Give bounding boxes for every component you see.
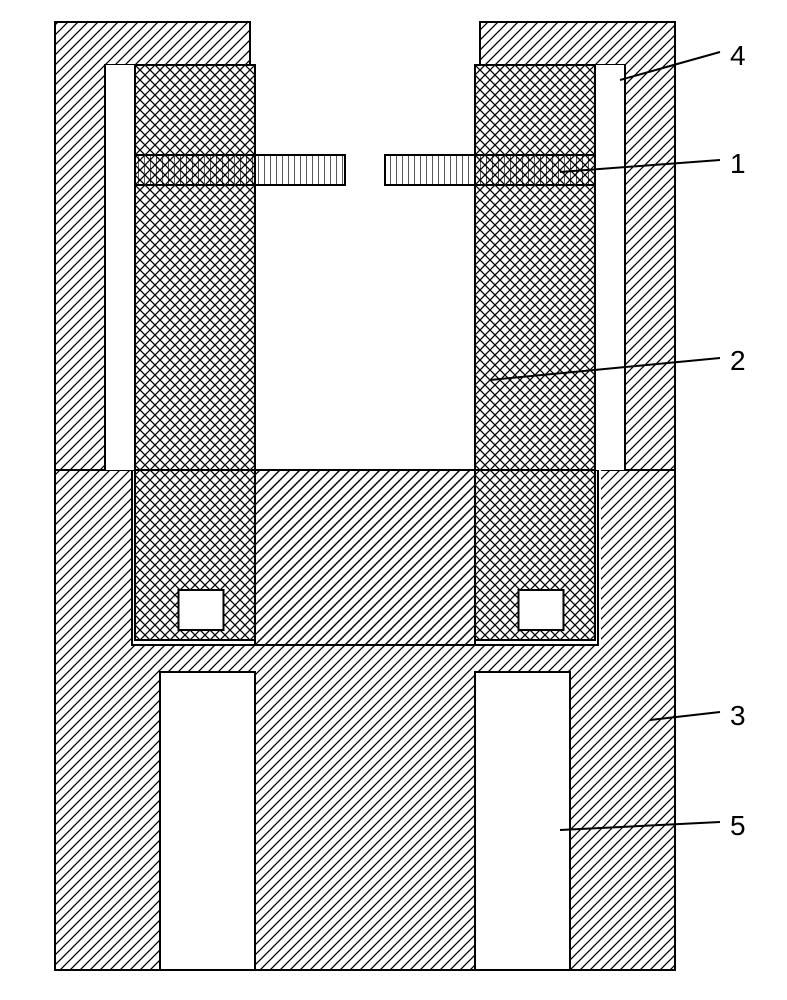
cap-gap-r	[595, 65, 625, 470]
label-3: 3	[730, 700, 746, 732]
part-1-plate-left	[105, 155, 345, 185]
label-4: 4	[730, 40, 746, 72]
sleeve-window-left	[179, 590, 224, 630]
bore-left	[160, 672, 255, 970]
diagram-svg	[0, 0, 787, 1000]
part-2-sleeve-right	[475, 65, 595, 640]
label-5: 5	[730, 810, 746, 842]
diagram-stage: 4 1 2 3 5	[0, 0, 787, 1000]
cap-gap-l	[105, 65, 135, 470]
label-2: 2	[730, 345, 746, 377]
part-2-sleeve-left	[135, 65, 255, 640]
sleeve-window-right	[519, 590, 564, 630]
bore-right	[475, 672, 570, 970]
label-1: 1	[730, 148, 746, 180]
part-3-center-column-seat	[255, 470, 475, 645]
